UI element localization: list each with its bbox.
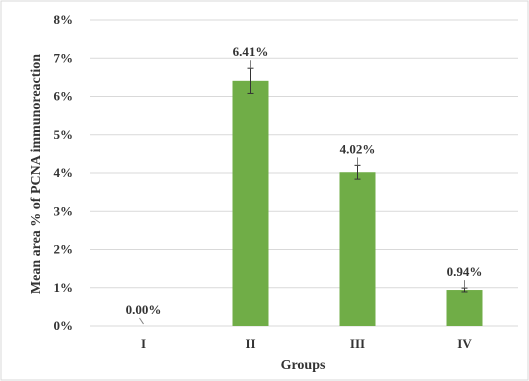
- error-bars: [247, 67, 468, 293]
- x-axis-title: Groups: [281, 358, 326, 373]
- x-tick-label: IV: [457, 336, 472, 351]
- y-tick-label: 3%: [54, 203, 74, 218]
- bar: [232, 80, 269, 326]
- y-tick-label: 1%: [54, 280, 74, 295]
- y-axis-title: Mean area % of PCNA immunoreaction: [29, 54, 44, 294]
- data-label-leader: [139, 317, 144, 325]
- y-tick-label: 5%: [54, 127, 74, 142]
- x-tick-label: III: [350, 336, 365, 351]
- y-tick-label: 0%: [54, 318, 74, 333]
- data-label: 0.94%: [447, 264, 483, 279]
- y-tick-label: 7%: [54, 50, 74, 65]
- data-label: 6.41%: [233, 44, 269, 59]
- data-label: 0.00%: [126, 302, 162, 317]
- y-tick-label: 8%: [54, 12, 74, 27]
- x-axis-tick-labels: I II III IV: [141, 336, 472, 351]
- bar: [446, 290, 483, 326]
- x-tick-label: II: [245, 336, 255, 351]
- y-axis-tick-labels: 0% 1% 2% 3% 4% 5% 6% 7% 8%: [54, 12, 74, 333]
- y-tick-label: 4%: [54, 165, 74, 180]
- x-tick-label: I: [141, 336, 146, 351]
- y-tick-label: 2%: [54, 242, 74, 257]
- data-labels: 0.00% 6.41% 4.02% 0.94%: [126, 44, 483, 325]
- bars: [232, 80, 483, 326]
- y-tick-label: 6%: [54, 89, 74, 104]
- data-label: 4.02%: [340, 141, 376, 156]
- bar: [339, 172, 376, 326]
